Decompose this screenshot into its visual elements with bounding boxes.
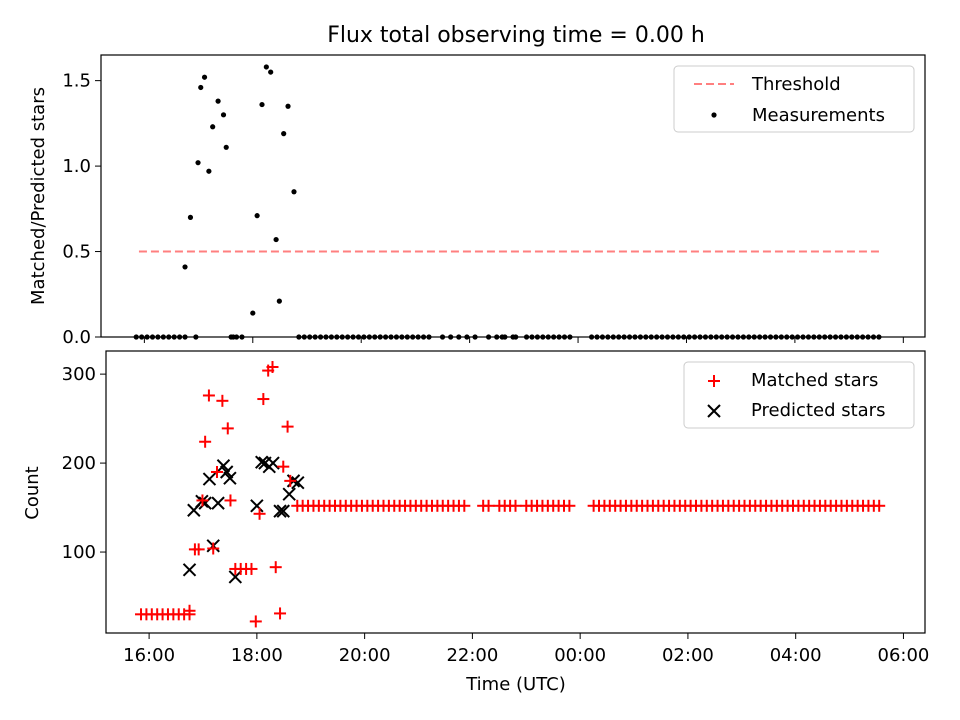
matched-star-point — [221, 422, 234, 435]
measurement-point — [195, 160, 201, 166]
count-x-tick-label: 20:00 — [339, 645, 391, 666]
ratio-y-tick-label: 1.0 — [62, 156, 91, 177]
matched-star-point — [245, 562, 258, 575]
matched-star-point — [482, 499, 495, 512]
matched-star-point — [210, 465, 223, 478]
predicted-star-point — [273, 504, 287, 518]
x-axis-label: Time (UTC) — [465, 674, 566, 695]
measurement-point — [273, 236, 279, 243]
measurement-point — [291, 189, 297, 195]
legend-measurements-label: Measurements — [752, 105, 885, 126]
count-x-tick-label: 02:00 — [662, 645, 714, 666]
count-x-tick-label: 18:00 — [231, 645, 283, 666]
measurement-point — [263, 64, 269, 70]
predicted-star-point — [228, 570, 243, 584]
ratio-plot-area — [133, 64, 882, 340]
legend-measurements-swatch — [711, 112, 717, 118]
matched-star-point — [202, 389, 215, 402]
matched-star-point — [873, 499, 886, 512]
predicted-star-point — [291, 475, 305, 490]
count-y-tick-label: 100 — [62, 542, 96, 563]
measurement-point — [276, 298, 282, 304]
count-legend: Matched stars Predicted stars — [683, 361, 915, 429]
matched-star-point — [257, 393, 270, 406]
legend-matched-swatch — [708, 375, 720, 387]
measurement-point — [268, 69, 274, 75]
measurement-point — [259, 101, 265, 108]
measurement-point — [215, 98, 221, 104]
measurement-point — [254, 213, 260, 219]
matched-star-point — [216, 394, 229, 407]
matched-star-point — [269, 561, 282, 574]
matched-star-point — [196, 494, 209, 507]
count-x-tick-label: 04:00 — [770, 645, 822, 666]
predicted-star-point — [276, 504, 290, 518]
predicted-star-point — [266, 456, 280, 470]
matched-star-point — [253, 507, 266, 520]
matched-star-point — [192, 543, 205, 556]
measurement-point — [198, 84, 204, 91]
predicted-star-point — [182, 563, 197, 577]
matched-star-point — [563, 499, 576, 512]
ratio-y-axis-label: Matched/Predicted stars — [28, 87, 49, 305]
predicted-star-point — [219, 465, 234, 479]
count-y-axis-label: Count — [22, 466, 43, 519]
matched-star-point — [284, 474, 297, 487]
matched-star-point — [249, 615, 262, 628]
chart-title: Flux total observing time = 0.00 h — [327, 23, 705, 48]
ratio-legend-box — [673, 65, 915, 133]
measurement-point — [201, 74, 208, 80]
measurement-point — [223, 144, 229, 150]
matched-star-point — [224, 494, 237, 507]
count-x-tick-label: 06:00 — [878, 645, 930, 666]
matched-star-point — [458, 499, 471, 512]
count-y-tick-label: 200 — [62, 453, 96, 474]
predicted-star-point — [255, 455, 269, 469]
legend-predicted-swatch — [707, 404, 721, 418]
ratio-y-tick-label: 1.5 — [62, 71, 91, 92]
measurement-point — [210, 124, 216, 130]
matched-star-point — [509, 499, 522, 512]
ratio-legend: Threshold Measurements — [673, 65, 915, 133]
matched-star-point — [199, 435, 212, 448]
matched-star-point — [266, 361, 279, 374]
ratio-plot-frame — [100, 54, 926, 338]
count-x-tick-label: 16:00 — [123, 645, 175, 666]
measurement-point — [182, 264, 188, 270]
measurement-point — [285, 103, 291, 109]
matched-star-point — [277, 460, 290, 473]
measurement-point — [250, 310, 256, 316]
measurement-point — [220, 112, 227, 118]
ratio-y-tick-label: 0.5 — [62, 242, 91, 263]
predicted-star-point — [223, 471, 237, 485]
predicted-star-point — [216, 459, 231, 473]
predicted-star-point — [211, 496, 225, 510]
matched-star-point — [207, 542, 220, 555]
predicted-star-point — [202, 472, 217, 486]
predicted-star-point — [250, 499, 264, 513]
matched-star-point — [281, 420, 294, 433]
legend-matched-label: Matched stars — [751, 370, 878, 391]
count-plot-frame — [105, 350, 926, 634]
count-x-tick-label: 22:00 — [446, 645, 498, 666]
predicted-star-point — [198, 496, 212, 510]
measurement-point — [206, 168, 212, 174]
matched-star-point — [274, 607, 287, 620]
measurement-point — [281, 131, 287, 137]
legend-predicted-label: Predicted stars — [751, 400, 885, 421]
ratio-y-tick-label: 0.0 — [62, 327, 91, 348]
count-y-tick-label: 300 — [62, 364, 96, 385]
count-legend-box — [683, 361, 915, 429]
matched-star-point — [183, 604, 196, 617]
measurement-point — [187, 214, 194, 220]
legend-threshold-label: Threshold — [751, 74, 841, 95]
predicted-star-point — [282, 487, 296, 501]
count-x-tick-label: 00:00 — [554, 645, 606, 666]
count-plot-area — [135, 361, 886, 628]
